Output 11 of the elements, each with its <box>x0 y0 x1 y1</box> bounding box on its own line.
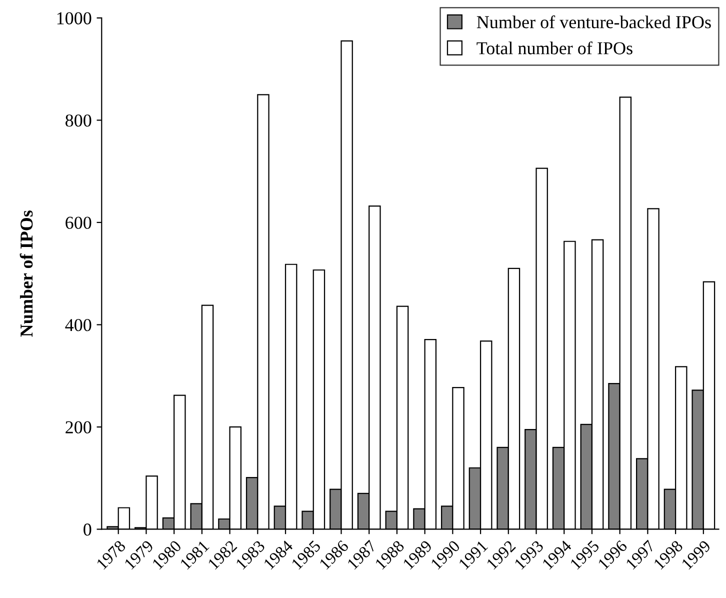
y-tick-label: 600 <box>66 216 92 229</box>
legend-label: Total number of IPOs <box>476 41 632 54</box>
y-axis-title: Number of IPOs <box>20 210 33 337</box>
y-tick-label: 400 <box>65 318 92 332</box>
y-tick-label: 0 <box>84 523 92 536</box>
x-tick-label: 1991 <box>458 540 488 570</box>
y-tick-label: 1000 <box>57 12 92 24</box>
y-tick-label: 800 <box>66 114 92 127</box>
y-tick-label: 200 <box>66 421 92 434</box>
legend-label: Number of venture-backed IPOs <box>476 15 711 28</box>
x-tick-label: 1981 <box>180 540 210 570</box>
